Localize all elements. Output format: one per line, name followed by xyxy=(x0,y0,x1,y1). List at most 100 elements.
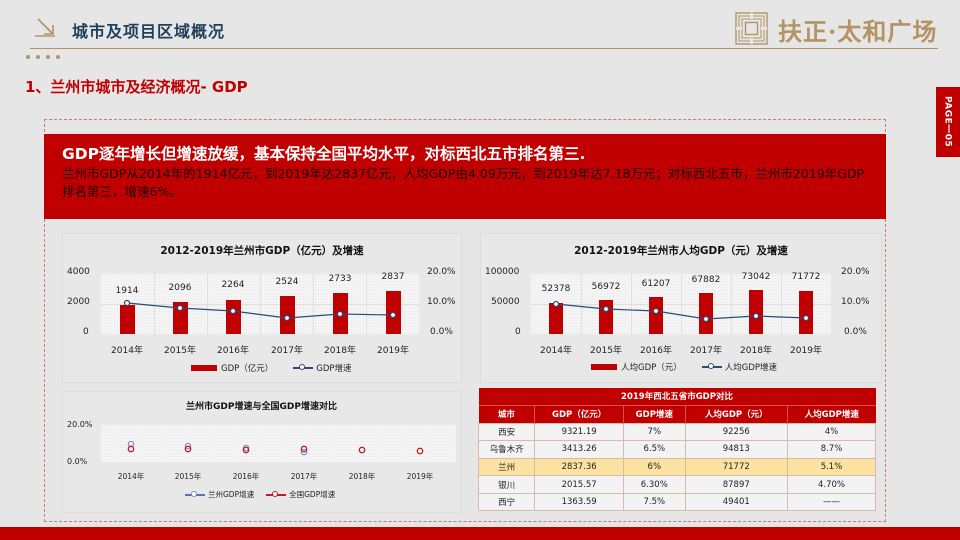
y-tick: 0 xyxy=(83,327,89,337)
gridline xyxy=(581,274,582,334)
gridline xyxy=(207,274,208,334)
data-label: 67882 xyxy=(691,275,721,285)
table-cell: 7.5% xyxy=(623,492,686,512)
column-header: GDP增速 xyxy=(623,404,686,423)
table-cell: 6.5% xyxy=(623,440,686,459)
bar xyxy=(120,305,135,334)
gridline xyxy=(154,274,155,334)
data-label: 71772 xyxy=(791,272,821,282)
x-tick: 2015年 xyxy=(164,346,196,356)
growth-comparison-chart: 兰州市GDP增速与全国GDP增速对比 20.0% 0.0% 2014年 2015… xyxy=(62,391,461,513)
y-tick-right: 20.0% xyxy=(841,267,870,277)
table-cell: 1363.59 xyxy=(534,492,625,512)
page-number-tab: PAGE丨05 xyxy=(936,87,960,157)
x-tick: 2019年 xyxy=(377,346,409,356)
comparison-markers xyxy=(127,440,424,456)
x-tick: 2015年 xyxy=(590,346,622,356)
data-label: 2524 xyxy=(275,277,299,287)
bar xyxy=(699,293,713,334)
chart-legend: GDP（亿元） GDP增速 xyxy=(191,362,352,374)
table-cell: 8.7% xyxy=(786,440,877,459)
gridline xyxy=(681,274,682,334)
header-title: 城市及项目区域概况 xyxy=(72,22,226,41)
bar xyxy=(549,303,563,334)
table-row-highlighted: 兰州 2837.36 6% 71772 5.1% xyxy=(477,457,877,477)
x-tick: 2018年 xyxy=(740,346,772,356)
table-row: 西宁 1363.59 7.5% 49401 —— xyxy=(477,492,877,512)
x-tick: 2019年 xyxy=(406,472,434,481)
x-tick: 2019年 xyxy=(790,346,822,356)
legend-bar-swatch xyxy=(191,365,217,371)
gridline xyxy=(260,274,261,334)
table-cell: 87897 xyxy=(684,475,788,494)
chart-title: 兰州市GDP增速与全国GDP增速对比 xyxy=(186,402,337,412)
header-divider xyxy=(30,48,938,49)
x-tick: 2018年 xyxy=(324,346,356,356)
column-header: 人均GDP（元） xyxy=(684,404,788,423)
table-cell: —— xyxy=(786,492,877,512)
legend-label: 人均GDP增速 xyxy=(724,363,778,373)
gridline xyxy=(631,274,632,334)
y-tick: 100000 xyxy=(485,267,520,277)
column-header: 城市 xyxy=(478,404,535,423)
arrow-down-right-icon xyxy=(35,18,55,37)
data-label: 2837 xyxy=(381,272,405,282)
legend-line-swatch xyxy=(185,490,205,497)
x-tick: 2018年 xyxy=(348,472,376,481)
column-header: GDP（亿元） xyxy=(534,404,624,423)
growth-line xyxy=(123,299,397,322)
data-label: 73042 xyxy=(741,272,771,282)
table-cell: 92256 xyxy=(684,422,788,442)
x-tick: 2017年 xyxy=(290,472,318,481)
per-capita-gdp-chart: 2012-2019年兰州市人均GDP（元）及增速 100000 50000 0 … xyxy=(480,233,882,383)
plot-area xyxy=(101,425,456,462)
chart-legend: 人均GDP（元） 人均GDP增速 xyxy=(591,361,777,373)
bar xyxy=(173,302,188,334)
x-tick: 2014年 xyxy=(540,346,572,356)
table-cell: 6.30% xyxy=(623,475,686,494)
data-label: 56972 xyxy=(591,282,621,292)
table-cell: 西宁 xyxy=(477,492,536,512)
x-tick: 2016年 xyxy=(640,346,672,356)
x-tick: 2017年 xyxy=(690,346,722,356)
table-row: 乌鲁木齐 3413.26 6.5% 94813 8.7% xyxy=(477,440,877,459)
y-tick-right: 10.0% xyxy=(841,297,870,307)
legend-label: GDP增速 xyxy=(316,364,352,374)
table-cell: 6% xyxy=(623,457,686,477)
x-tick: 2015年 xyxy=(174,472,202,481)
brand-name: 扶正·太和广场 xyxy=(778,17,938,46)
summary-banner: GDP逐年增长但增速放缓，基本保持全国平均水平，对标西北五市排名第三. 兰州市G… xyxy=(44,134,886,219)
legend-label: GDP（亿元） xyxy=(221,364,274,374)
column-header: 人均GDP增速 xyxy=(786,404,876,423)
y-tick: 20.0% xyxy=(67,420,93,429)
legend-label: 兰州GDP增速 xyxy=(208,490,255,499)
summary-body: 兰州市GDP从2014年的1914亿元，到2019年达2837亿元，人均GDP由… xyxy=(62,166,865,199)
chart-title: 2012-2019年兰州市人均GDP（元）及增速 xyxy=(574,245,788,257)
y-tick: 0 xyxy=(515,327,521,337)
footer-bar xyxy=(0,527,960,540)
y-tick: 0.0% xyxy=(67,457,88,466)
y-tick: 4000 xyxy=(67,267,90,277)
table-cell: 2015.57 xyxy=(534,475,625,494)
y-tick: 2000 xyxy=(67,297,90,307)
content-frame xyxy=(44,119,886,522)
bar xyxy=(226,300,241,334)
table-cell: 银川 xyxy=(477,475,536,494)
x-tick: 2014年 xyxy=(111,346,143,356)
table-cell: 9321.19 xyxy=(534,422,625,442)
legend-line-swatch xyxy=(266,490,287,497)
x-tick: 2016年 xyxy=(217,346,249,356)
table-row: 西安 9321.19 7% 92256 4% xyxy=(477,422,877,442)
table-cell: 兰州 xyxy=(477,457,536,477)
gridline xyxy=(313,274,314,334)
y-tick-right: 20.0% xyxy=(427,267,456,277)
table-cell: 西安 xyxy=(477,422,536,442)
data-label: 1914 xyxy=(115,286,139,296)
legend-label: 全国GDP增速 xyxy=(289,490,336,499)
table-cell: 3413.26 xyxy=(534,440,625,459)
chart-title: 2012-2019年兰州市GDP（亿元）及增速 xyxy=(160,245,364,257)
bar xyxy=(799,291,813,334)
section-title: 1、兰州市城市及经济概况- GDP xyxy=(25,78,248,96)
x-tick: 2017年 xyxy=(271,346,303,356)
y-tick-right: 0.0% xyxy=(844,327,867,337)
